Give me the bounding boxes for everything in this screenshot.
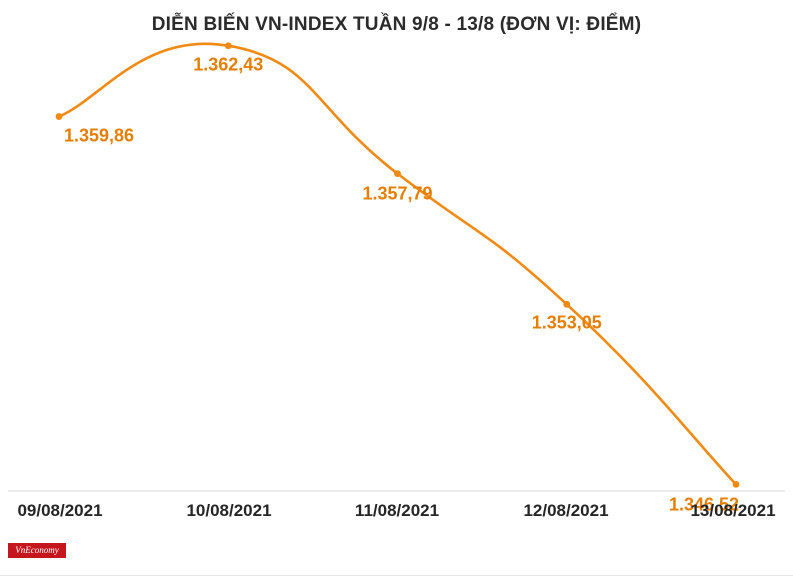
data-label-layer: 1.359,86 1.362,43 1.357,79 1.353,05 1.346,52	[64, 55, 739, 515]
data-point	[563, 300, 571, 308]
data-label: 1.357,79	[362, 184, 432, 204]
vneconomy-logo: VnEconomy	[8, 543, 66, 558]
logo-text: VnEconomy	[15, 545, 59, 555]
x-tick-label: 10/08/2021	[186, 501, 271, 520]
data-point	[732, 480, 740, 488]
series-layer	[55, 42, 740, 488]
data-label: 1.346,52	[669, 494, 739, 514]
data-point	[394, 170, 401, 178]
data-point	[224, 42, 232, 50]
x-tick-label: 13/08/2021	[690, 501, 775, 520]
data-point	[55, 113, 63, 120]
data-label: 1.359,86	[64, 126, 134, 146]
data-label: 1.353,05	[532, 312, 602, 332]
x-tick-label: 09/08/2021	[17, 501, 102, 520]
x-tick-layer: 09/08/2021 10/08/2021 11/08/2021 12/08/2021…	[17, 501, 775, 520]
x-tick-label: 12/08/2021	[523, 501, 608, 520]
data-label: 1.362,43	[193, 55, 263, 75]
series-line	[57, 42, 738, 486]
footer-divider	[0, 575, 793, 576]
chart-title: DIỄN BIẾN VN-INDEX TUẦN 9/8 - 13/8 (ĐƠN …	[151, 14, 642, 35]
x-tick-label: 11/08/2021	[355, 501, 439, 520]
